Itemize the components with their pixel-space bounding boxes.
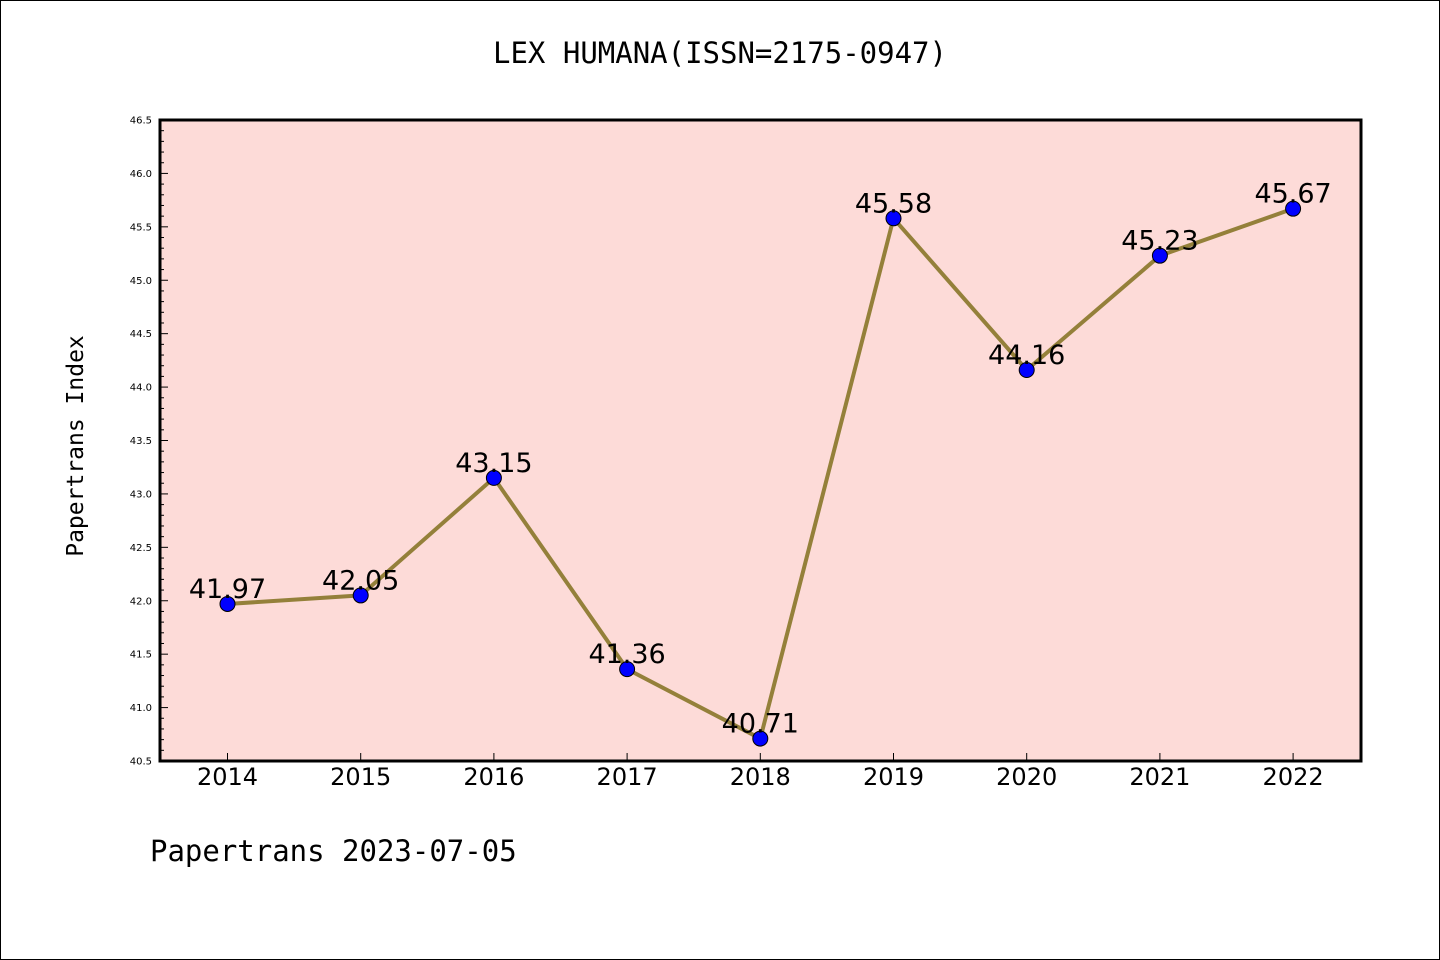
y-tick-label: 45.5 [130,222,152,233]
data-label: 40.71 [722,709,799,740]
data-labels: 41.97 42.05 43.15 41.36 40.71 45.58 44.16 45.23… [189,179,1332,740]
x-tick-label: 2022 [1263,763,1324,791]
data-label: 43.15 [455,448,532,479]
data-label: 45.58 [855,188,932,219]
y-tick-label: 42.0 [130,596,152,607]
data-label: 42.05 [322,565,399,596]
data-point [485,469,502,486]
y-tick-label: 41.5 [130,650,152,661]
data-point [219,595,236,612]
series-markers [219,200,1302,747]
data-label: 45.67 [1254,179,1331,210]
y-tick-label: 46.0 [130,169,152,180]
x-tick-label: 2016 [463,763,524,791]
y-tick-label: 43.5 [130,436,152,447]
data-point [352,587,369,604]
chart-title: LEX HUMANA(ISSN=2175-0947) [493,36,947,70]
x-tick-label: 2021 [1129,763,1190,791]
data-label: 44.16 [988,340,1065,371]
y-tick-label: 46.5 [130,116,152,127]
x-tick-label: 2017 [597,763,658,791]
data-label: 41.97 [189,574,266,605]
data-point [1151,247,1168,264]
x-tick-label: 2014 [197,763,258,791]
y-tick-label: 41.0 [130,703,152,714]
data-point [1285,200,1302,217]
data-label: 41.36 [588,639,665,670]
y-tick-label: 45.0 [130,276,152,287]
y-axis: 40.5 41.0 41.5 42.0 42.5 43.0 43.5 44.0 44.5 45.0… [130,116,168,768]
x-tick-label: 2018 [730,763,791,791]
footer-text: Papertrans 2023-07-05 [150,834,517,868]
data-point [1018,361,1035,378]
y-tick-label: 44.0 [130,383,152,394]
y-tick-label: 42.5 [130,543,152,554]
y-tick-label: 44.5 [130,329,152,340]
y-tick-label: 40.5 [130,757,152,768]
data-point [885,210,902,227]
data-point [752,730,769,747]
x-tick-label: 2019 [863,763,924,791]
data-point [619,661,636,678]
x-tick-label: 2020 [996,763,1057,791]
data-label: 45.23 [1121,226,1198,257]
y-tick-label: 43.0 [130,489,152,500]
x-axis: 2014 2015 2016 2017 2018 2019 2020 2021 2022 [197,753,1324,791]
x-tick-label: 2015 [330,763,391,791]
plot-area [158,118,1363,763]
